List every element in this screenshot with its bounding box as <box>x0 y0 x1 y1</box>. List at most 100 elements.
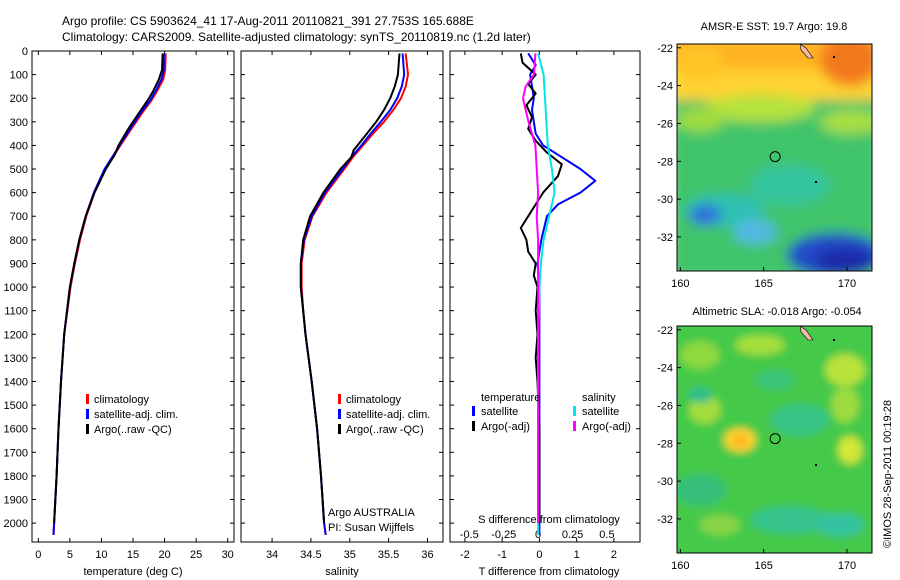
series-line <box>299 53 401 524</box>
legend-label: Argo(-adj) <box>481 421 530 433</box>
sst-map-ticks: 160 165 170 -22 -24 -26 -28 -30 -32 <box>657 43 856 290</box>
y-tick-label: 100 <box>10 70 28 82</box>
map-y-tick-label: -28 <box>657 156 673 168</box>
sst-map-frame <box>676 43 873 272</box>
x-tick-label: 15 <box>127 549 139 561</box>
figure-title-line2: Climatology: CARS2009. Satellite-adjuste… <box>62 30 531 44</box>
y-tick-label: 1600 <box>4 424 28 436</box>
map-y-tick-label: -24 <box>657 363 673 375</box>
y-tick-label: 300 <box>10 117 28 129</box>
axis-ticks: 0100200300400500600700800900100011001200… <box>4 46 640 561</box>
legend-swatch-climatology <box>86 394 89 404</box>
x-tick-label: 34 <box>266 549 278 561</box>
legend-swatch-argo <box>86 424 89 434</box>
difference-panel-frame <box>449 50 641 543</box>
island-shape <box>799 44 814 59</box>
legend-swatch-climatology <box>338 394 341 404</box>
x-tick-label: 0 <box>35 549 41 561</box>
difference-top-xlabel: S difference from climatology <box>478 514 620 526</box>
x-tick-label: 30 <box>222 549 234 561</box>
island-dot <box>833 339 835 341</box>
x-tick-label: 25 <box>190 549 202 561</box>
series-line <box>52 53 167 535</box>
x-tick-label: 35 <box>344 549 356 561</box>
x-tick-label: 36 <box>421 549 433 561</box>
annotation-program: Argo AUSTRALIA <box>328 507 415 519</box>
y-tick-label: 1800 <box>4 471 28 483</box>
x-tick-label: -1 <box>497 549 507 561</box>
island-shape <box>799 326 814 341</box>
argo-position-marker <box>769 151 781 163</box>
legend-swatch-t-satellite <box>472 406 475 416</box>
series-line <box>522 53 540 524</box>
x-tick-label: 0 <box>536 549 542 561</box>
map-y-tick-label: -22 <box>657 43 673 55</box>
top-x-tick-label: 0.5 <box>599 529 614 541</box>
island-dot <box>815 181 817 183</box>
legend-header-temperature: temperature <box>481 392 540 404</box>
series-line <box>53 53 164 524</box>
y-tick-label: 1200 <box>4 329 28 341</box>
map-y-tick-label: -24 <box>657 81 673 93</box>
island-dot <box>833 56 835 58</box>
legend-label: climatology <box>346 394 402 406</box>
legend-header-salinity: salinity <box>582 392 616 404</box>
sst-map-field <box>677 44 872 271</box>
sla-map-frame <box>676 325 873 554</box>
y-tick-label: 1300 <box>4 353 28 365</box>
x-tick-label: 35.5 <box>378 549 399 561</box>
x-tick-label: 1 <box>574 549 580 561</box>
map-y-tick-label: -22 <box>657 325 673 337</box>
legend-swatch-satellite <box>86 409 89 419</box>
y-tick-label: 2000 <box>4 518 28 530</box>
sla-map-field <box>677 326 872 553</box>
y-tick-label: 0 <box>22 46 28 58</box>
legend-swatch-satellite <box>338 409 341 419</box>
legend-swatch-argo <box>338 424 341 434</box>
y-tick-label: 1700 <box>4 447 28 459</box>
map-x-tick-label: 170 <box>838 278 856 290</box>
series-line <box>537 53 556 535</box>
y-tick-label: 1500 <box>4 400 28 412</box>
legend-label: Argo(..raw -QC) <box>346 424 424 436</box>
y-tick-label: 1900 <box>4 495 28 507</box>
x-tick-label: 2 <box>611 549 617 561</box>
map-x-tick-label: 170 <box>838 560 856 572</box>
y-tick-label: 1000 <box>4 282 28 294</box>
y-tick-label: 800 <box>10 235 28 247</box>
top-x-tick-label: 0 <box>535 529 541 541</box>
map-y-tick-label: -28 <box>657 438 673 450</box>
y-tick-label: 600 <box>10 188 28 200</box>
x-tick-label: -2 <box>460 549 470 561</box>
legend-label: Argo(-adj) <box>582 421 631 433</box>
x-tick-label: 34.5 <box>300 549 321 561</box>
map-y-tick-label: -32 <box>657 232 673 244</box>
top-x-tick-label: -0.25 <box>491 529 516 541</box>
series-line <box>300 53 409 536</box>
annotation-pi: PI: Susan Wijffels <box>328 522 414 534</box>
x-tick-label: 5 <box>67 549 73 561</box>
map-x-tick-label: 160 <box>671 278 689 290</box>
x-tick-label: 10 <box>95 549 107 561</box>
temperature-legend: climatology satellite-adj. clim. Argo(..… <box>86 394 178 436</box>
sla-map-title: Altimetric SLA: -0.018 Argo: -0.054 <box>692 306 861 318</box>
salinity-legend: climatology satellite-adj. clim. Argo(..… <box>338 394 430 436</box>
top-x-tick-label: 0.25 <box>562 529 583 541</box>
map-x-tick-label: 165 <box>754 560 772 572</box>
legend-label: climatology <box>94 394 150 406</box>
y-tick-label: 200 <box>10 93 28 105</box>
map-y-tick-label: -30 <box>657 194 673 206</box>
map-x-tick-label: 165 <box>754 278 772 290</box>
y-tick-label: 400 <box>10 140 28 152</box>
y-tick-label: 700 <box>10 211 28 223</box>
map-y-tick-label: -26 <box>657 400 673 412</box>
salinity-xlabel: salinity <box>325 566 359 578</box>
x-tick-label: 20 <box>158 549 170 561</box>
difference-legend: temperature salinity satellite Argo(-adj… <box>472 392 631 433</box>
salinity-panel-frame <box>240 50 444 543</box>
legend-label: satellite <box>582 406 619 418</box>
map-x-tick-label: 160 <box>671 560 689 572</box>
top-x-tick-label: -0.5 <box>460 529 479 541</box>
map-y-tick-label: -26 <box>657 118 673 130</box>
